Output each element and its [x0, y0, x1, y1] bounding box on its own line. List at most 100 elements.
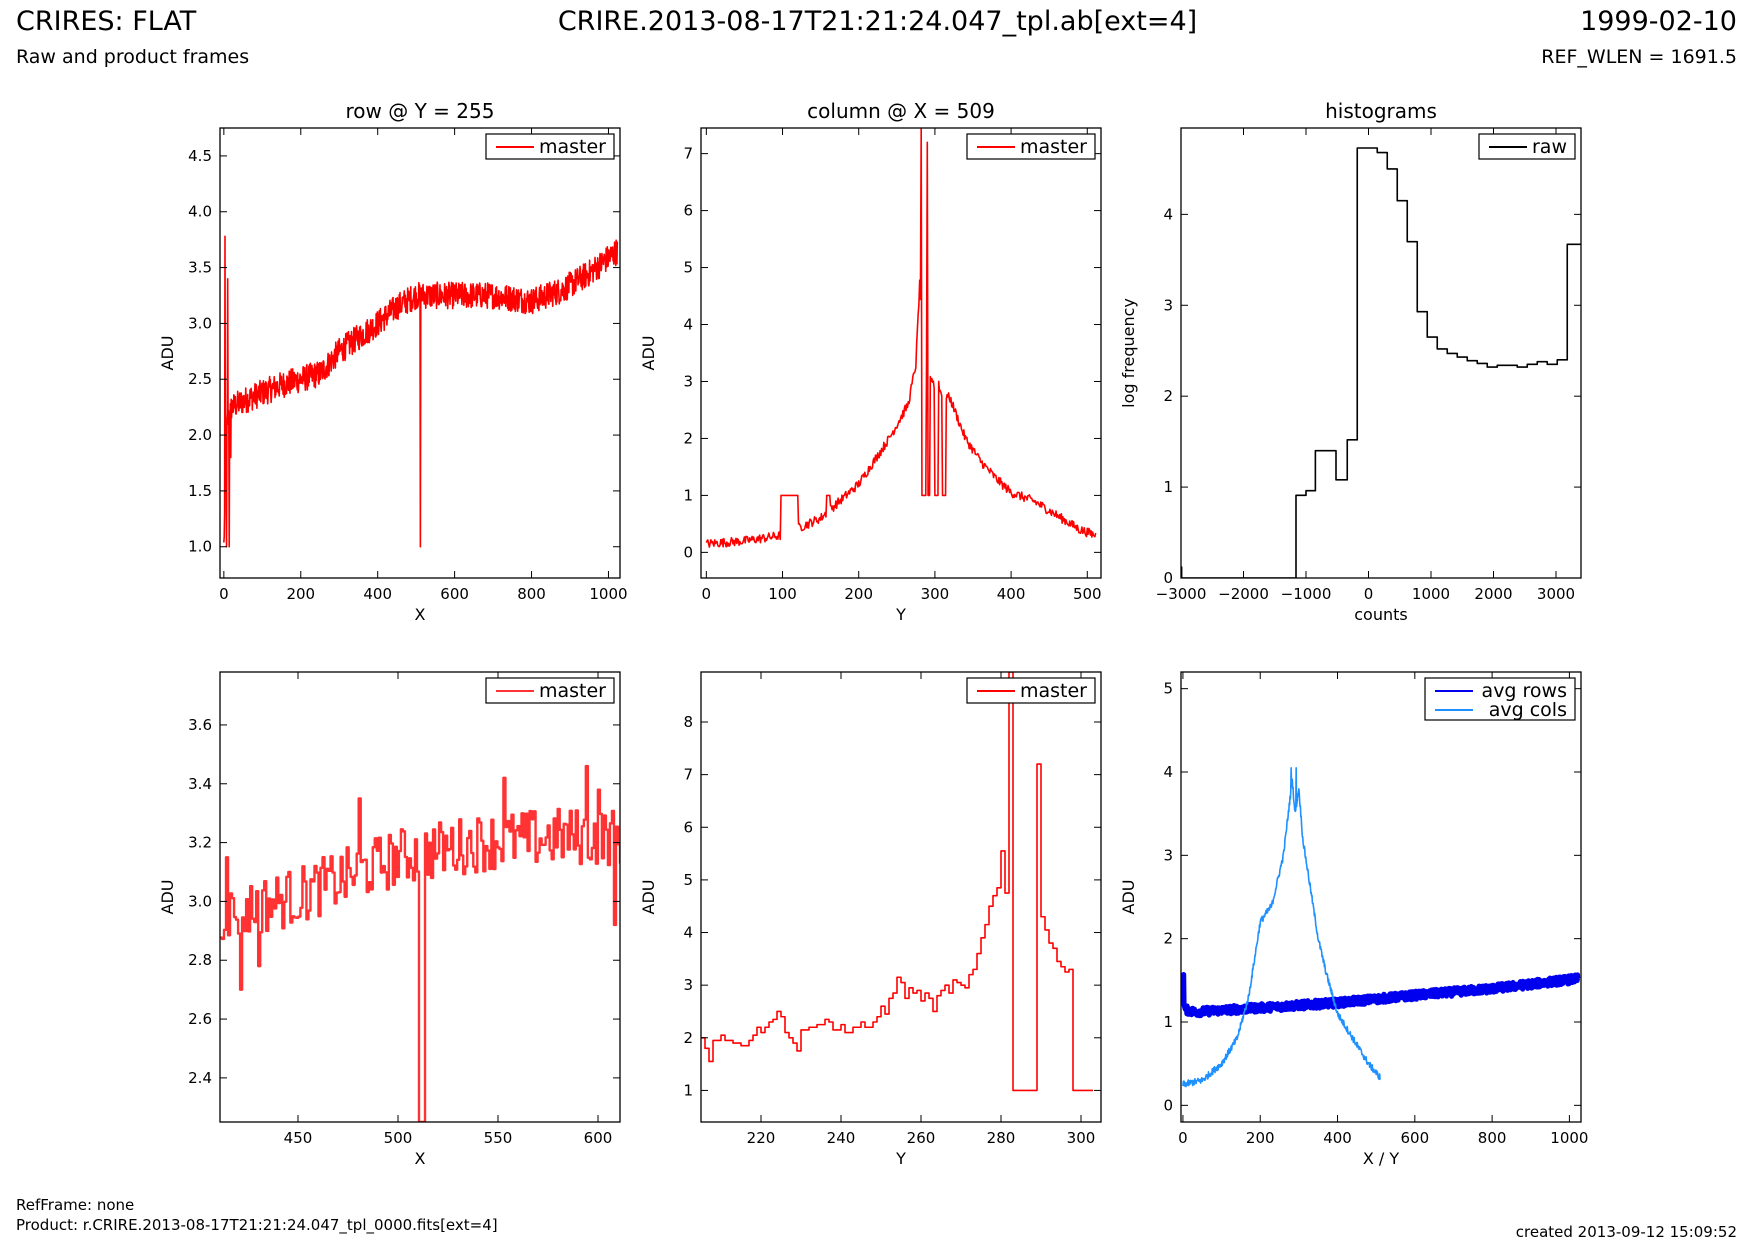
- y-tick-label: 4: [683, 924, 693, 942]
- ref-wlen-label: REF_WLEN = 1691.5: [1541, 46, 1737, 68]
- x-tick-label: 3000: [1537, 585, 1575, 603]
- y-tick-label: 2.6: [188, 1010, 212, 1028]
- series-line-raw: [1181, 147, 1581, 578]
- x-tick-label: 2000: [1474, 585, 1512, 603]
- plot-frame: [1180, 127, 1582, 579]
- x-tick-label: 220: [747, 1129, 776, 1147]
- chart-title: column @ X = 509: [807, 99, 995, 123]
- y-axis-label: ADU: [158, 880, 177, 915]
- y-tick-label: 5: [683, 259, 693, 277]
- y-tick-label: 4: [1163, 205, 1173, 223]
- y-tick-label: 0: [1163, 1096, 1173, 1114]
- x-tick-label: 400: [363, 585, 392, 603]
- x-tick-label: −3000: [1156, 585, 1207, 603]
- y-tick-label: 0: [683, 543, 693, 561]
- x-tick-label: 200: [1246, 1129, 1275, 1147]
- y-tick-label: 2.8: [188, 951, 212, 969]
- x-tick-label: 200: [286, 585, 315, 603]
- x-tick-label: 240: [827, 1129, 856, 1147]
- legend: raw: [1478, 133, 1576, 160]
- x-tick-label: 200: [844, 585, 873, 603]
- product-label: Product: r.CRIRE.2013-08-17T21:21:24.047…: [16, 1216, 498, 1234]
- y-axis-label: ADU: [1119, 880, 1138, 915]
- y-tick-label: 1: [683, 486, 693, 504]
- legend: master: [485, 677, 615, 704]
- series-line-avg-cols: [1182, 767, 1381, 1088]
- y-tick-label: 4: [683, 316, 693, 334]
- x-tick-label: 1000: [1550, 1129, 1588, 1147]
- y-tick-label: 1.0: [188, 538, 212, 556]
- x-tick-label: 400: [997, 585, 1026, 603]
- x-tick-label: 1000: [589, 585, 627, 603]
- file-title: CRIRE.2013-08-17T21:21:24.047_tpl.ab[ext…: [557, 6, 1198, 37]
- x-axis-label: Y: [895, 1149, 906, 1168]
- plot-frame: [1180, 671, 1582, 1123]
- legend: master: [485, 133, 615, 160]
- chart-panel-6: 0 200 400 600 800 1000 0 1 2 3 4 5 X / Y ADU avg rowsa…: [1119, 671, 1588, 1168]
- series-line-master: [701, 672, 1093, 1092]
- x-tick-label: 600: [440, 585, 469, 603]
- y-axis-label: ADU: [158, 336, 177, 371]
- x-tick-label: 800: [517, 585, 546, 603]
- legend-label: avg rows: [1482, 680, 1567, 702]
- y-tick-label: 7: [683, 766, 693, 784]
- y-tick-label: 3.4: [188, 775, 212, 793]
- y-tick-label: 6: [683, 818, 693, 836]
- y-tick-label: 3.6: [188, 716, 212, 734]
- y-tick-label: 4.5: [188, 147, 212, 165]
- series-line-master: [220, 764, 620, 1122]
- series-line-master: [705, 128, 1097, 548]
- y-tick-label: 3.0: [188, 892, 212, 910]
- x-tick-label: 280: [987, 1129, 1016, 1147]
- x-tick-label: 600: [584, 1129, 613, 1147]
- x-tick-label: 450: [284, 1129, 313, 1147]
- x-tick-label: 0: [1364, 585, 1374, 603]
- x-axis-label: X: [415, 1149, 426, 1168]
- y-tick-label: 1: [1163, 478, 1173, 496]
- page-title: CRIRES: FLAT: [16, 6, 197, 37]
- y-tick-label: 2: [683, 429, 693, 447]
- y-tick-label: 3: [1163, 296, 1173, 314]
- y-tick-label: 2: [1163, 387, 1173, 405]
- series-line-master: [223, 235, 619, 548]
- x-tick-label: 0: [219, 585, 229, 603]
- x-tick-label: 300: [921, 585, 950, 603]
- y-tick-label: 2: [1163, 930, 1173, 948]
- legend-label: master: [1020, 680, 1087, 702]
- created-timestamp: created 2013-09-12 15:09:52: [1515, 1223, 1737, 1241]
- y-tick-label: 5: [1163, 680, 1173, 698]
- y-tick-label: 3.5: [188, 259, 212, 277]
- y-tick-label: 3.0: [188, 314, 212, 332]
- legend: master: [966, 677, 1096, 704]
- x-tick-label: 300: [1067, 1129, 1096, 1147]
- y-tick-label: 2.0: [188, 426, 212, 444]
- x-tick-label: 400: [1323, 1129, 1352, 1147]
- legend-label: master: [539, 136, 606, 158]
- y-tick-label: 3: [683, 976, 693, 994]
- y-tick-label: 2: [683, 1029, 693, 1047]
- x-axis-label: Y: [895, 605, 906, 624]
- y-tick-label: 5: [683, 871, 693, 889]
- legend-label: raw: [1532, 136, 1567, 158]
- x-tick-label: 550: [484, 1129, 513, 1147]
- plot-frame: [700, 671, 1102, 1123]
- x-tick-label: 0: [1178, 1129, 1188, 1147]
- y-axis-label: ADU: [639, 336, 658, 371]
- y-tick-label: 4.0: [188, 203, 212, 221]
- ref-frame-label: RefFrame: none: [16, 1196, 135, 1214]
- x-axis-label: X: [415, 605, 426, 624]
- legend-label: master: [539, 680, 606, 702]
- y-tick-label: 2.5: [188, 370, 212, 388]
- x-tick-label: −2000: [1218, 585, 1269, 603]
- chart-panel-1: 0 200 400 600 800 1000 1.0 1.5 2.0 2.5 3.0 3.5 4.0 4.…: [158, 99, 628, 624]
- chart-panel-2: 0 100 200 300 400 500 0 1 2 3 4 5 6 7 column @ X = 509…: [639, 99, 1102, 624]
- x-tick-label: 100: [768, 585, 797, 603]
- x-tick-label: 1000: [1412, 585, 1450, 603]
- legend-label: avg cols: [1489, 699, 1567, 721]
- series-line-avg-rows: [1181, 972, 1581, 1019]
- legend-label: master: [1020, 136, 1087, 158]
- y-axis-label: log frequency: [1119, 298, 1138, 408]
- y-tick-label: 3: [1163, 846, 1173, 864]
